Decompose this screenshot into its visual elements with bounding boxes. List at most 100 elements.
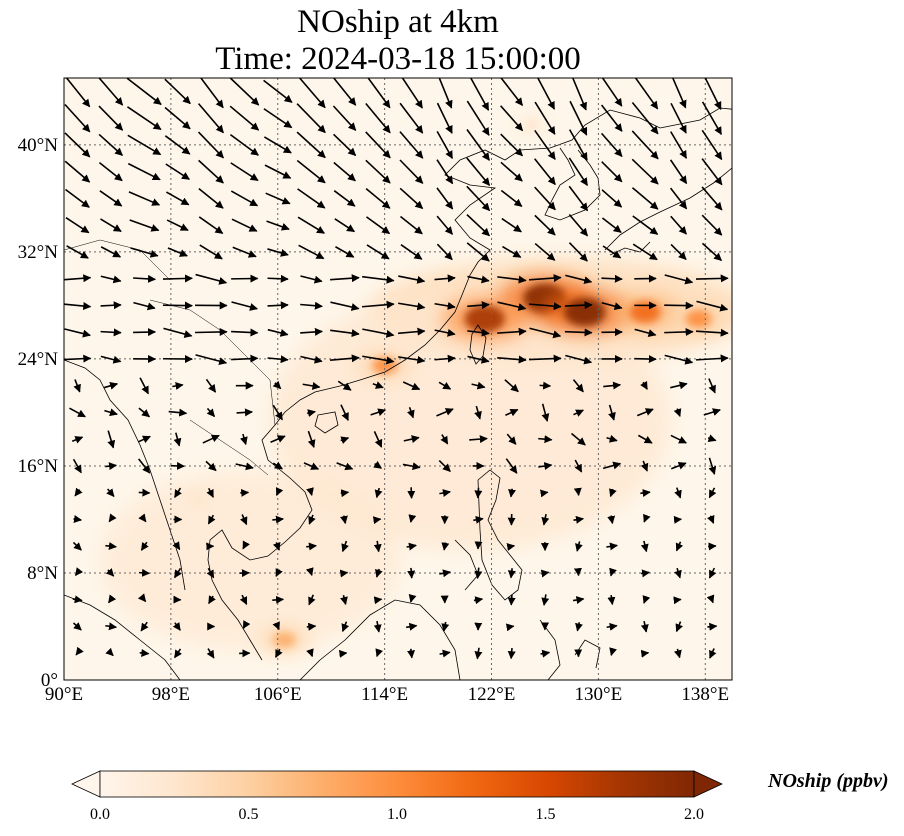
wind-arrow	[98, 78, 124, 106]
wind-arrow	[335, 246, 355, 258]
coastline-myanmar	[64, 359, 186, 591]
wind-arrow	[708, 567, 717, 579]
wind-arrow	[606, 542, 618, 551]
wind-arrow	[198, 188, 224, 209]
wind-arrow	[500, 105, 524, 132]
wind-arrow	[300, 355, 323, 364]
wind-arrow	[695, 274, 729, 283]
wind-arrow	[297, 216, 325, 234]
wind-arrow	[339, 515, 348, 525]
wind-arrow	[300, 327, 323, 336]
wind-arrow	[601, 217, 622, 233]
wind-arrow	[106, 488, 115, 498]
wind-arrow	[232, 246, 257, 258]
wind-arrow	[105, 647, 114, 657]
wind-arrow	[64, 302, 92, 310]
wind-arrow	[174, 487, 182, 499]
wind-arrow	[333, 190, 356, 207]
wind-arrow	[505, 458, 518, 474]
wind-arrow	[640, 620, 649, 633]
wind-arrow	[362, 300, 395, 309]
wind-arrow	[308, 514, 316, 525]
wind-arrow	[164, 135, 191, 155]
wind-arrow	[534, 214, 556, 236]
wind-arrow	[469, 78, 490, 111]
wind-arrow	[303, 462, 320, 470]
wind-arrow	[362, 328, 395, 338]
wind-arrow	[340, 489, 350, 498]
wind-arrow	[127, 162, 161, 181]
wind-arrow	[674, 487, 682, 499]
concentration-core	[190, 494, 205, 505]
wind-arrow	[365, 131, 391, 159]
wind-arrow	[434, 301, 456, 310]
wind-arrow	[434, 328, 456, 337]
wind-arrow	[139, 649, 150, 657]
wind-arrow	[469, 435, 488, 444]
wind-arrow	[197, 103, 224, 134]
wind-arrow	[508, 488, 516, 498]
colorbar-tick-label: 0.5	[238, 806, 259, 823]
wind-arrow	[205, 460, 217, 472]
wind-arrow	[373, 540, 382, 553]
wind-arrow	[708, 487, 717, 499]
wind-arrow	[500, 161, 523, 182]
wind-arrow	[534, 186, 556, 211]
wind-arrow	[564, 301, 593, 310]
wind-arrow	[505, 408, 519, 417]
wind-arrow	[173, 432, 182, 447]
colorbar	[71, 770, 723, 798]
wind-arrow	[75, 646, 84, 656]
wind-arrow	[272, 541, 281, 551]
wind-arrow	[436, 243, 453, 261]
wind-arrow	[701, 158, 723, 186]
wind-arrow	[138, 513, 147, 523]
wind-arrow	[373, 620, 382, 633]
lat-tick-label: 0°	[41, 670, 58, 691]
wind-arrow	[236, 408, 253, 417]
wind-arrow	[275, 568, 283, 578]
wind-arrow	[64, 160, 91, 183]
wind-arrow	[130, 247, 159, 258]
wind-arrow	[242, 620, 251, 630]
lat-tick-label: 32°N	[18, 242, 59, 263]
lat-tick-label: 24°N	[18, 349, 59, 370]
wind-arrow	[100, 246, 122, 258]
wind-arrow	[230, 190, 259, 207]
wind-arrow	[71, 436, 84, 444]
wind-arrow	[375, 568, 383, 578]
wind-arrow	[632, 243, 658, 261]
wind-arrow	[631, 130, 659, 160]
wind-arrow	[568, 129, 588, 161]
wind-arrow	[572, 596, 585, 604]
wind-arrow	[298, 78, 326, 109]
coastline-borneo	[299, 599, 461, 680]
wind-arrow	[374, 487, 383, 499]
wind-arrow	[701, 242, 723, 262]
wind-arrow	[100, 275, 122, 284]
wind-arrow	[272, 380, 282, 390]
wind-arrow	[128, 191, 161, 206]
wind-arrow	[272, 461, 283, 470]
wind-arrow	[267, 355, 289, 364]
wind-arrow	[165, 163, 190, 180]
wind-arrow	[263, 136, 292, 154]
wind-arrow	[367, 78, 391, 109]
wind-arrow	[330, 274, 360, 283]
wind-arrow	[670, 462, 687, 470]
wind-arrow	[534, 158, 556, 186]
lon-tick-label: 98°E	[152, 684, 190, 705]
wind-arrow	[373, 431, 383, 448]
wind-arrow	[205, 378, 217, 393]
wind-arrow	[564, 328, 593, 337]
wind-arrow	[538, 435, 553, 444]
wind-arrow	[336, 462, 354, 471]
wind-arrow	[72, 541, 82, 551]
wind-arrow	[235, 462, 254, 471]
wind-arrow	[400, 215, 423, 235]
wind-arrow	[674, 567, 682, 579]
wind-arrow	[634, 355, 657, 364]
wind-arrow	[195, 273, 228, 285]
wind-arrow	[675, 621, 683, 633]
